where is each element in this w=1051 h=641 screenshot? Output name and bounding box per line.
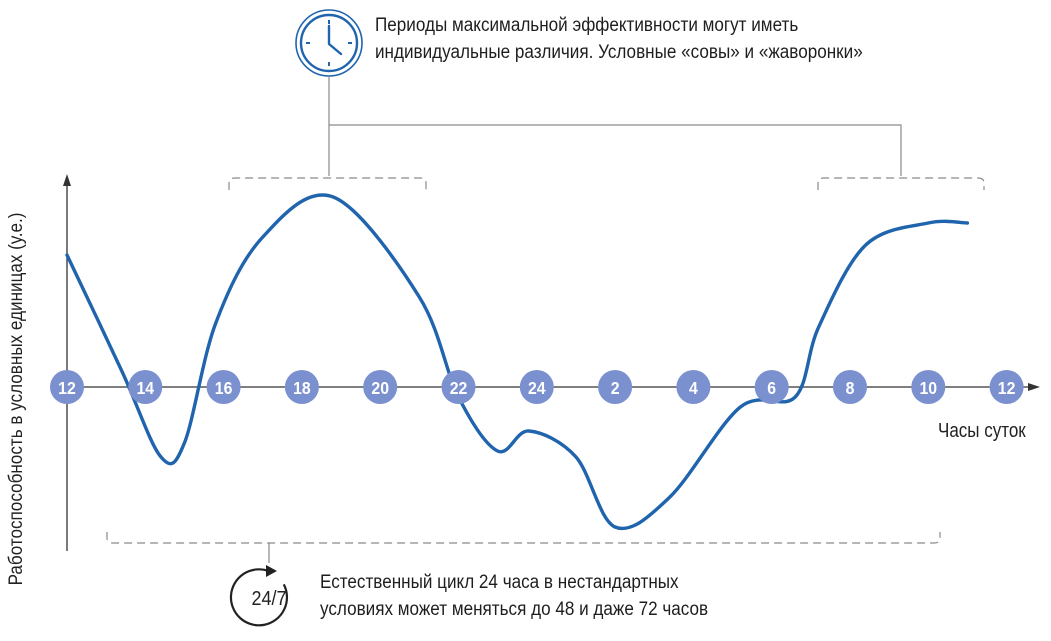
hour-marker: [833, 370, 867, 404]
hour-marker: [50, 370, 84, 404]
peak-connector: [328, 77, 902, 176]
hour-marker: [754, 370, 789, 404]
top-annotation-line-1: Периоды максимальной эффективности могут…: [375, 15, 799, 36]
hour-tick-label: 16: [215, 378, 233, 398]
hour-marker: [284, 370, 319, 404]
bottom-annotation-line-1: Естественный цикл 24 часа в нестандартны…: [320, 572, 679, 593]
hour-tick-label: 22: [450, 378, 468, 398]
x-tick-markers: 12 14 16 18 20 22 24 2 4 6 8 10 12: [50, 370, 1024, 404]
y-axis-label: Работоспособность в условных единицах (у…: [6, 212, 27, 586]
bottom-annotation-line-2: условиях может меняться до 48 и даже 72 …: [320, 599, 709, 620]
peak-bracket-right: [817, 177, 985, 190]
badge-24-7: 24/7: [251, 588, 286, 610]
top-annotation: Периоды максимальной эффективности могут…: [375, 12, 863, 66]
hour-marker: [441, 370, 476, 404]
cycle-arrow-icon: 24/7: [229, 565, 289, 627]
x-axis-arrow: [1028, 383, 1040, 391]
hour-marker: [911, 370, 946, 404]
hour-marker: [519, 370, 554, 404]
clock-icon: [295, 9, 363, 77]
hour-marker: [206, 370, 241, 404]
top-annotation-line-2: индивидуальные различия. Условные «совы»…: [375, 42, 863, 63]
hour-tick-label: 2: [611, 378, 620, 398]
hour-tick-label: 20: [371, 378, 389, 398]
series-line: [65, 193, 970, 531]
hour-tick-label: 24: [528, 378, 546, 398]
hour-marker: [128, 370, 163, 404]
hour-marker: [363, 370, 398, 404]
hour-marker: [989, 370, 1024, 404]
hour-marker: [676, 370, 711, 404]
hour-tick-label: 10: [919, 378, 937, 398]
hour-tick-label: 18: [293, 378, 311, 398]
hour-tick-label: 8: [846, 378, 855, 398]
hour-tick-label: 4: [689, 378, 698, 398]
bottom-annotation: Естественный цикл 24 часа в нестандартны…: [320, 569, 708, 623]
hour-tick-label: 6: [767, 378, 776, 398]
hour-marker: [598, 370, 633, 404]
period-brackets: [106, 77, 985, 563]
x-axis-label: Часы суток: [938, 420, 1026, 442]
hour-tick-label: 14: [136, 378, 154, 398]
peak-bracket-left: [228, 177, 427, 190]
hour-tick-label: 12: [998, 378, 1016, 398]
hour-tick-label: 12: [58, 378, 76, 398]
y-axis-arrow: [63, 174, 71, 186]
cycle-bracket: [106, 532, 941, 544]
